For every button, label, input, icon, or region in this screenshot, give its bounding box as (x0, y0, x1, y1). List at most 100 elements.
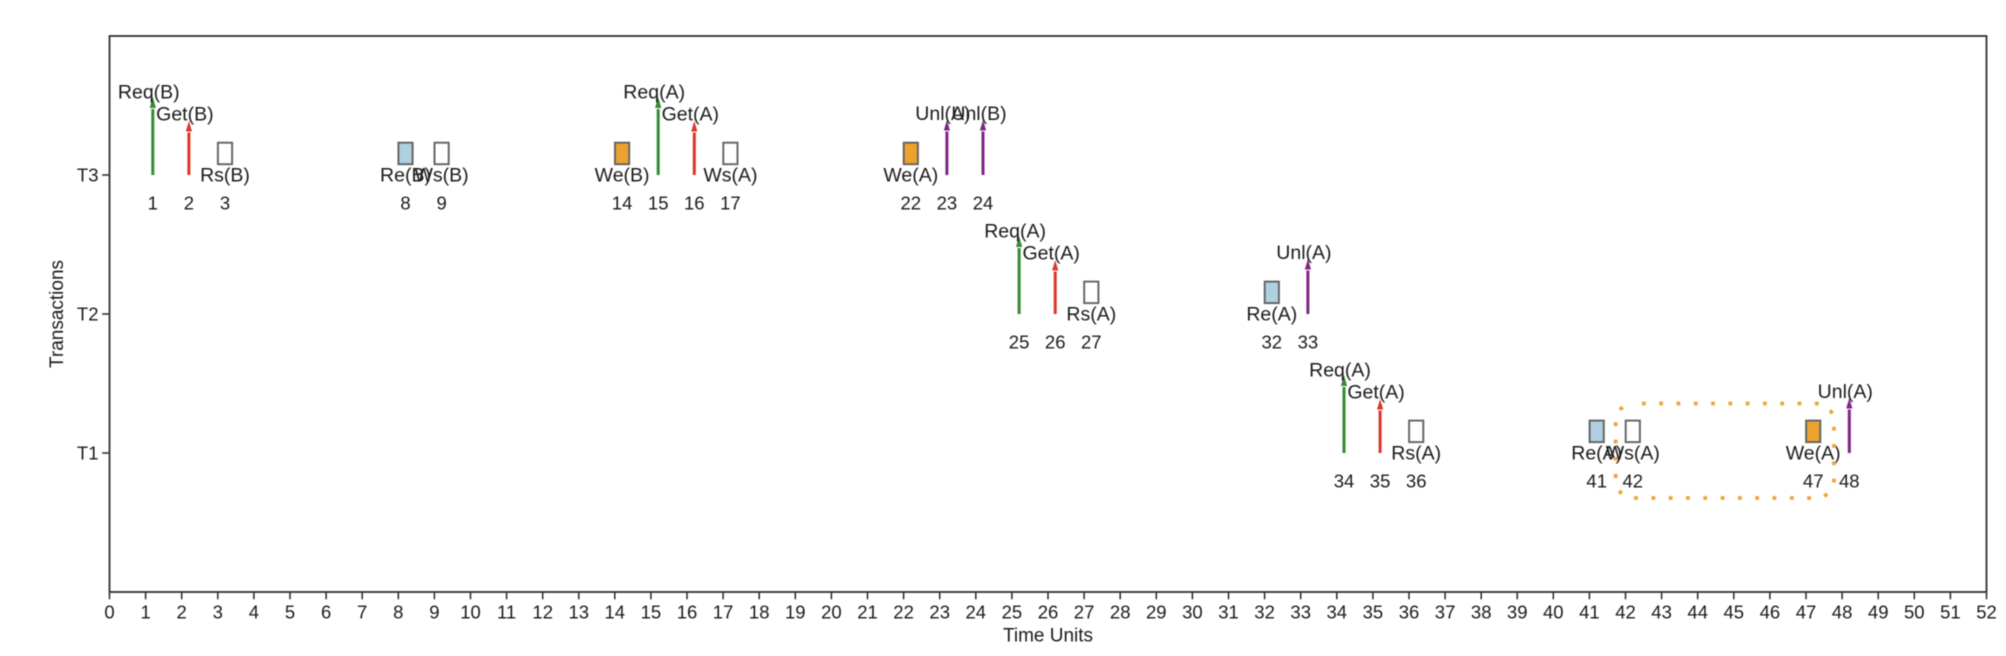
svg-text:38: 38 (1471, 602, 1492, 623)
svg-text:Ws(A): Ws(A) (703, 165, 757, 187)
svg-text:33: 33 (1298, 332, 1319, 353)
svg-text:34: 34 (1327, 602, 1348, 623)
svg-text:35: 35 (1370, 471, 1391, 492)
svg-text:Re(A): Re(A) (1571, 443, 1622, 465)
svg-text:Unl(B): Unl(B) (951, 103, 1006, 125)
svg-text:Ws(A): Ws(A) (1606, 443, 1660, 465)
svg-text:Unl(A): Unl(A) (1818, 381, 1873, 403)
svg-text:42: 42 (1615, 602, 1636, 623)
svg-text:22: 22 (901, 193, 922, 214)
svg-text:3: 3 (213, 602, 223, 623)
svg-text:19: 19 (785, 602, 806, 623)
svg-text:4: 4 (249, 602, 259, 623)
svg-text:6: 6 (321, 602, 331, 623)
svg-text:7: 7 (357, 602, 367, 623)
svg-text:25: 25 (1009, 332, 1030, 353)
svg-text:25: 25 (1002, 602, 1023, 623)
svg-text:9: 9 (436, 193, 446, 214)
svg-text:23: 23 (929, 602, 950, 623)
svg-text:30: 30 (1182, 602, 1203, 623)
svg-text:Re(A): Re(A) (1246, 304, 1297, 326)
svg-text:3: 3 (220, 193, 230, 214)
svg-text:17: 17 (713, 602, 734, 623)
svg-text:52: 52 (1976, 602, 1997, 623)
svg-text:8: 8 (393, 602, 403, 623)
svg-text:Time Units: Time Units (1003, 626, 1093, 647)
svg-text:Rs(A): Rs(A) (1391, 443, 1441, 465)
svg-text:Unl(A): Unl(A) (915, 103, 970, 125)
svg-text:Req(A): Req(A) (1309, 360, 1371, 382)
svg-text:34: 34 (1334, 471, 1355, 492)
svg-text:16: 16 (684, 193, 705, 214)
svg-text:1: 1 (140, 602, 150, 623)
svg-text:44: 44 (1687, 602, 1708, 623)
svg-text:Get(A): Get(A) (662, 104, 719, 126)
svg-text:5: 5 (285, 602, 295, 623)
svg-text:Rs(B): Rs(B) (200, 165, 250, 187)
svg-text:27: 27 (1074, 602, 1095, 623)
svg-text:Rs(A): Rs(A) (1066, 304, 1116, 326)
svg-text:41: 41 (1579, 602, 1600, 623)
svg-text:Get(B): Get(B) (156, 104, 213, 126)
svg-text:13: 13 (569, 602, 590, 623)
svg-text:Re(B): Re(B) (380, 165, 431, 187)
svg-text:12: 12 (532, 602, 553, 623)
svg-text:26: 26 (1038, 602, 1059, 623)
svg-text:18: 18 (749, 602, 770, 623)
svg-text:47: 47 (1803, 471, 1824, 492)
svg-text:15: 15 (641, 602, 662, 623)
svg-text:46: 46 (1760, 602, 1781, 623)
svg-text:43: 43 (1651, 602, 1672, 623)
svg-text:31: 31 (1218, 602, 1239, 623)
svg-text:39: 39 (1507, 602, 1528, 623)
svg-text:Ws(B): Ws(B) (415, 165, 469, 187)
svg-text:15: 15 (648, 193, 669, 214)
svg-text:0: 0 (104, 602, 114, 623)
svg-text:We(A): We(A) (1786, 443, 1841, 465)
svg-text:37: 37 (1435, 602, 1456, 623)
svg-text:T3: T3 (77, 165, 99, 186)
svg-text:47: 47 (1796, 602, 1817, 623)
svg-text:23: 23 (937, 193, 958, 214)
svg-text:We(A): We(A) (883, 165, 938, 187)
svg-text:41: 41 (1586, 471, 1607, 492)
svg-text:50: 50 (1904, 602, 1925, 623)
svg-text:33: 33 (1290, 602, 1311, 623)
svg-text:11: 11 (497, 602, 516, 623)
svg-text:Transactions: Transactions (47, 260, 68, 368)
svg-text:27: 27 (1081, 332, 1102, 353)
svg-text:28: 28 (1110, 602, 1131, 623)
svg-text:14: 14 (612, 193, 633, 214)
svg-text:48: 48 (1832, 602, 1853, 623)
svg-text:17: 17 (720, 193, 741, 214)
svg-text:36: 36 (1399, 602, 1420, 623)
svg-text:42: 42 (1623, 471, 1644, 492)
svg-text:2: 2 (177, 602, 187, 623)
svg-text:8: 8 (400, 193, 410, 214)
svg-text:Unl(A): Unl(A) (1276, 242, 1331, 264)
svg-text:32: 32 (1262, 332, 1283, 353)
svg-text:45: 45 (1724, 602, 1745, 623)
svg-text:We(B): We(B) (595, 165, 650, 187)
svg-text:Req(A): Req(A) (623, 82, 685, 104)
svg-text:T2: T2 (77, 304, 99, 325)
svg-text:Req(B): Req(B) (118, 82, 180, 104)
svg-text:26: 26 (1045, 332, 1066, 353)
svg-text:32: 32 (1254, 602, 1275, 623)
svg-text:2: 2 (184, 193, 194, 214)
svg-text:9: 9 (429, 602, 439, 623)
svg-text:10: 10 (460, 602, 481, 623)
svg-text:29: 29 (1146, 602, 1167, 623)
svg-text:14: 14 (605, 602, 626, 623)
svg-text:Req(A): Req(A) (984, 221, 1046, 243)
svg-text:48: 48 (1839, 471, 1860, 492)
svg-text:20: 20 (821, 602, 842, 623)
svg-text:16: 16 (677, 602, 698, 623)
svg-text:49: 49 (1868, 602, 1889, 623)
svg-text:22: 22 (893, 602, 914, 623)
svg-text:21: 21 (857, 602, 878, 623)
svg-text:1: 1 (148, 193, 158, 214)
svg-text:T1: T1 (77, 443, 99, 464)
svg-text:Get(A): Get(A) (1347, 382, 1404, 404)
svg-text:24: 24 (973, 193, 994, 214)
